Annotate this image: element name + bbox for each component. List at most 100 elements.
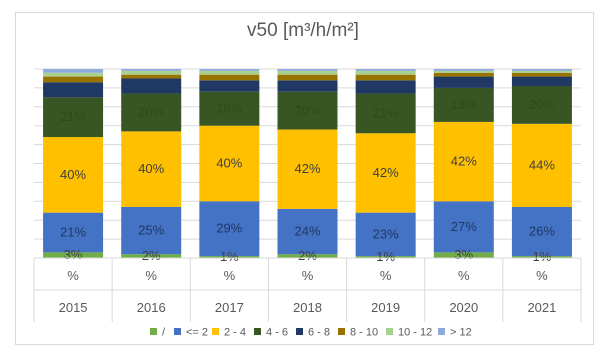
data-label: 20% xyxy=(529,97,555,112)
legend-swatch xyxy=(174,328,181,335)
data-label: 44% xyxy=(529,157,555,172)
bar-segment xyxy=(511,76,572,87)
bar-segment xyxy=(511,206,572,257)
bar-segment xyxy=(121,206,182,255)
category-tick-label: 2021 xyxy=(527,300,556,315)
bar-segment xyxy=(355,80,416,94)
legend-swatch xyxy=(386,328,393,335)
data-label: 18% xyxy=(216,101,242,116)
data-label: 26% xyxy=(529,224,555,239)
category-sublabel: % xyxy=(458,268,470,283)
bar-segment xyxy=(433,252,494,258)
category-tick-label: 2016 xyxy=(137,300,166,315)
bar-segment xyxy=(199,74,260,81)
bar-segment xyxy=(277,129,338,209)
bar-segment xyxy=(511,123,572,207)
bar-segment xyxy=(433,121,494,202)
bar-segment xyxy=(199,201,260,257)
bar-segment xyxy=(433,69,494,71)
bar-segment xyxy=(121,93,182,132)
legend-swatch xyxy=(212,328,219,335)
data-label: 40% xyxy=(138,161,164,176)
data-label: 20% xyxy=(294,103,320,118)
data-label: 1% xyxy=(220,249,239,264)
legend: / <= 2 2 - 4 4 - 6 6 - 8 8 - 10 10 - 12 > 12 xyxy=(150,327,472,339)
data-label: 21% xyxy=(60,224,86,239)
bar-segment xyxy=(355,74,416,81)
data-label: 42% xyxy=(373,165,399,180)
bar-segment xyxy=(433,70,494,73)
legend-label: 8 - 10 xyxy=(350,327,378,339)
data-label: 40% xyxy=(216,156,242,171)
legend-swatch xyxy=(296,328,303,335)
bar-segment xyxy=(433,201,494,253)
bar-segment xyxy=(43,212,104,253)
category-tick-label: 2020 xyxy=(449,300,478,315)
legend-label: 2 - 4 xyxy=(224,327,246,339)
bar-segment xyxy=(199,125,260,202)
category-sublabel: % xyxy=(224,268,236,283)
bar-segment xyxy=(199,70,260,75)
data-label: 18% xyxy=(451,97,477,112)
bar-segment xyxy=(433,87,494,122)
category-sublabel: % xyxy=(302,268,314,283)
category-table: % 2015% 2016% 2017% 2018% 2019% 2020% 2021 xyxy=(33,257,582,322)
bar-segment xyxy=(43,252,104,258)
bar-segment xyxy=(43,82,104,98)
bar-segment xyxy=(511,86,572,124)
bar-segment xyxy=(355,212,416,257)
bar-segment xyxy=(511,69,572,71)
bar-segment xyxy=(511,256,572,258)
bar-segment xyxy=(43,97,104,138)
data-label: 29% xyxy=(216,221,242,236)
legend-swatch xyxy=(254,328,261,335)
bar-segment xyxy=(277,70,338,75)
bar-segment xyxy=(121,69,182,71)
bar-segment xyxy=(511,70,572,73)
data-label: 42% xyxy=(294,161,320,176)
bar-segment xyxy=(43,137,104,213)
bar-segment xyxy=(121,74,182,79)
bar-segment xyxy=(277,91,338,130)
bar-segment xyxy=(199,91,260,126)
bar-segment xyxy=(43,72,104,77)
bar-segment xyxy=(355,133,416,213)
legend-swatch xyxy=(338,328,345,335)
legend-label: 10 - 12 xyxy=(398,327,432,339)
data-labels: 3% 21% 40% 21% 2% 25% 40% 20% 1% 29% 40% 18% 2% 24% 42… xyxy=(60,97,555,264)
chart-title: v50 [m³/h/m²] xyxy=(247,20,359,41)
bar-segment xyxy=(355,70,416,75)
bar-segment xyxy=(433,72,494,77)
data-label: 21% xyxy=(373,105,399,120)
legend-label: > 12 xyxy=(450,327,472,339)
bar-segment xyxy=(355,93,416,134)
bar-segment xyxy=(511,72,572,77)
data-label: 24% xyxy=(294,224,320,239)
data-label: 2% xyxy=(142,248,161,263)
data-label: 40% xyxy=(60,167,86,182)
data-label: 23% xyxy=(373,226,399,241)
bar-segment xyxy=(277,254,338,258)
data-label: 3% xyxy=(64,247,83,262)
category-tick-label: 2015 xyxy=(59,300,88,315)
category-sublabel: % xyxy=(536,268,548,283)
data-label: 21% xyxy=(60,109,86,124)
bar-segment xyxy=(277,80,338,92)
data-label: 20% xyxy=(138,104,164,119)
bar-segment xyxy=(355,69,416,71)
bars xyxy=(43,69,572,258)
legend-swatch xyxy=(150,328,157,335)
bar-segment xyxy=(199,256,260,258)
bar-segment xyxy=(355,256,416,258)
data-label: 42% xyxy=(451,154,477,169)
data-label: 1% xyxy=(533,249,552,264)
data-label: 3% xyxy=(454,247,473,262)
bar-segment xyxy=(121,78,182,94)
data-label: 25% xyxy=(138,223,164,238)
data-label: 27% xyxy=(451,219,477,234)
bar-segment xyxy=(277,74,338,81)
bar-segment xyxy=(121,254,182,258)
category-tick-label: 2017 xyxy=(215,300,244,315)
bar-segment xyxy=(121,131,182,207)
